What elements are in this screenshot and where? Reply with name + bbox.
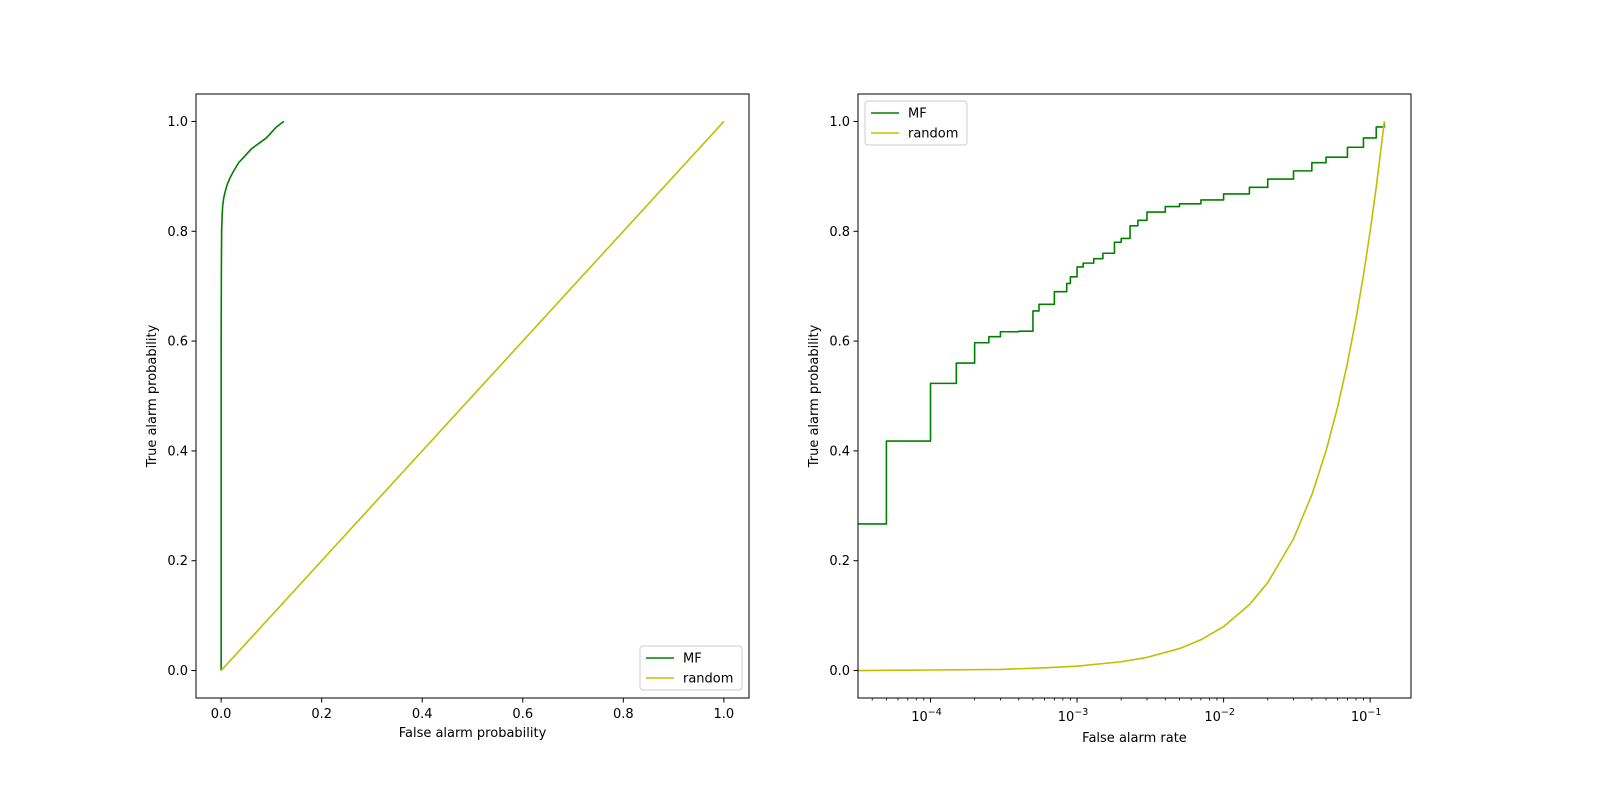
x-tick-label: 10−1	[1351, 707, 1382, 725]
y-tick-label: 0.6	[829, 335, 850, 350]
x-tick-base: 10	[911, 710, 928, 725]
y-tick-label: 0.8	[167, 225, 188, 240]
x-tick-label: 0.4	[412, 707, 433, 722]
x-tick-base: 10	[1351, 710, 1368, 725]
x-tick-label: 0.2	[311, 707, 332, 722]
x-tick-label: 0.6	[512, 707, 533, 722]
x-tick-exponent: −2	[1221, 707, 1235, 718]
y-tick-label: 0.6	[167, 335, 188, 350]
x-axis-label: False alarm rate	[1082, 731, 1187, 746]
roc-log-panel: 0.00.20.40.60.81.010−4 10−3 10−2 10−1False …	[807, 93, 1412, 746]
legend-label-random: random	[908, 127, 958, 142]
y-tick-label: 0.2	[829, 554, 850, 569]
x-tick-label: 10−4	[911, 707, 942, 725]
series-line-random	[220, 120, 725, 672]
y-tick-label: 0.0	[829, 664, 850, 679]
y-tick-label: 0.4	[167, 444, 188, 459]
y-axis-label: True alarm probability	[807, 324, 822, 468]
plot-frame	[857, 93, 1412, 699]
legend-box	[864, 100, 968, 146]
x-tick-base: 10	[1204, 710, 1221, 725]
y-tick-label: 0.0	[167, 664, 188, 679]
y-axis-label: True alarm probability	[145, 324, 160, 468]
legend: MF random	[639, 645, 743, 691]
series-line-mf	[220, 120, 285, 671]
legend: MF random	[864, 100, 968, 146]
legend-box	[639, 645, 743, 691]
legend-label-random: random	[683, 672, 733, 687]
x-tick-label: 0.8	[613, 707, 634, 722]
x-axis-label: False alarm probability	[399, 726, 547, 741]
legend-label-mf: MF	[908, 107, 927, 122]
x-tick-label: 1.0	[714, 707, 735, 722]
x-tick-label: 10−2	[1204, 707, 1235, 725]
x-tick-exponent: −1	[1367, 707, 1381, 718]
plot-frame	[195, 93, 750, 699]
y-tick-label: 1.0	[167, 115, 188, 130]
x-tick-exponent: −4	[928, 707, 942, 718]
x-tick-label: 10−3	[1058, 707, 1089, 725]
y-tick-label: 0.8	[829, 225, 850, 240]
x-tick-label: 0.0	[211, 707, 232, 722]
x-tick-base: 10	[1058, 710, 1075, 725]
series-line-mf	[858, 121, 1386, 525]
y-tick-label: 0.4	[829, 444, 850, 459]
y-tick-label: 1.0	[829, 115, 850, 130]
y-tick-label: 0.2	[167, 554, 188, 569]
x-tick-exponent: −3	[1074, 707, 1088, 718]
roc-linear-panel: 0.0 0.2 0.4 0.6 0.8 1.0 0.0 0.2 0.4 0.6 0.8 1.0 Fals…	[145, 93, 750, 741]
series-line-random	[858, 121, 1386, 672]
legend-label-mf: MF	[683, 652, 702, 667]
